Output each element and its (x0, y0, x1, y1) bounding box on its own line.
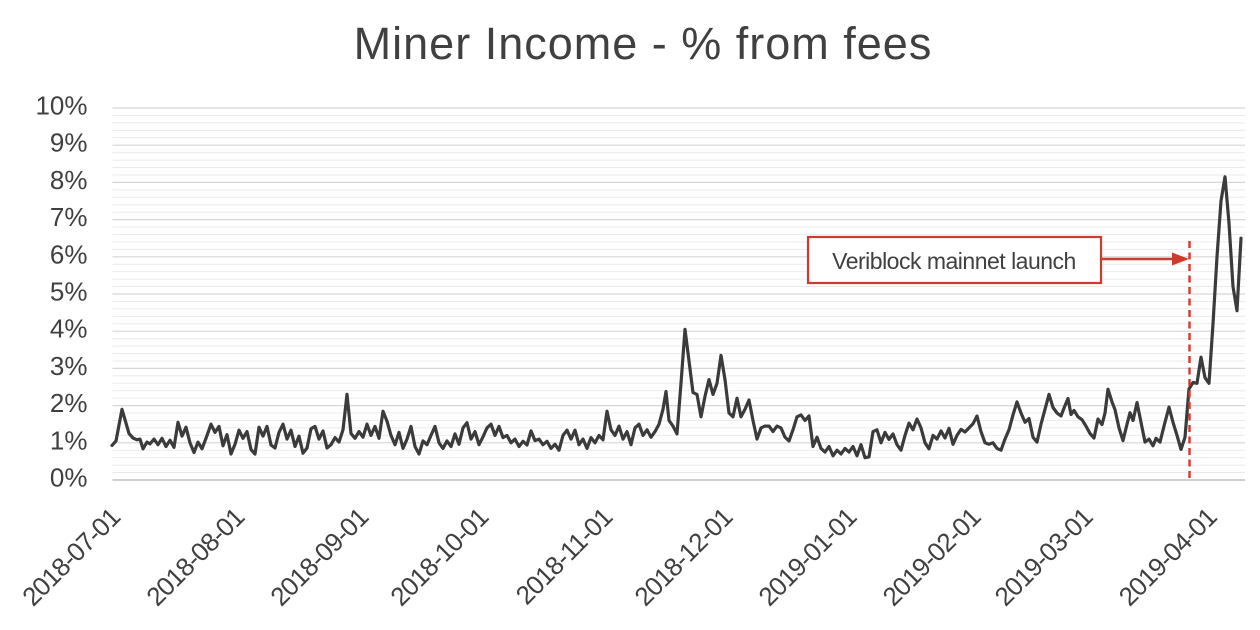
svg-text:Veriblock mainnet launch: Veriblock mainnet launch (832, 248, 1076, 274)
svg-text:3%: 3% (50, 351, 88, 381)
svg-text:1%: 1% (50, 425, 88, 455)
svg-text:6%: 6% (50, 239, 88, 269)
svg-text:5%: 5% (50, 277, 88, 307)
svg-text:7%: 7% (50, 202, 88, 232)
svg-text:9%: 9% (50, 128, 88, 158)
svg-text:0%: 0% (50, 463, 88, 493)
svg-text:10%: 10% (35, 91, 87, 121)
svg-text:Miner Income - % from fees: Miner Income - % from fees (354, 18, 933, 69)
svg-text:4%: 4% (50, 314, 88, 344)
svg-text:2%: 2% (50, 388, 88, 418)
svg-text:8%: 8% (50, 165, 88, 195)
